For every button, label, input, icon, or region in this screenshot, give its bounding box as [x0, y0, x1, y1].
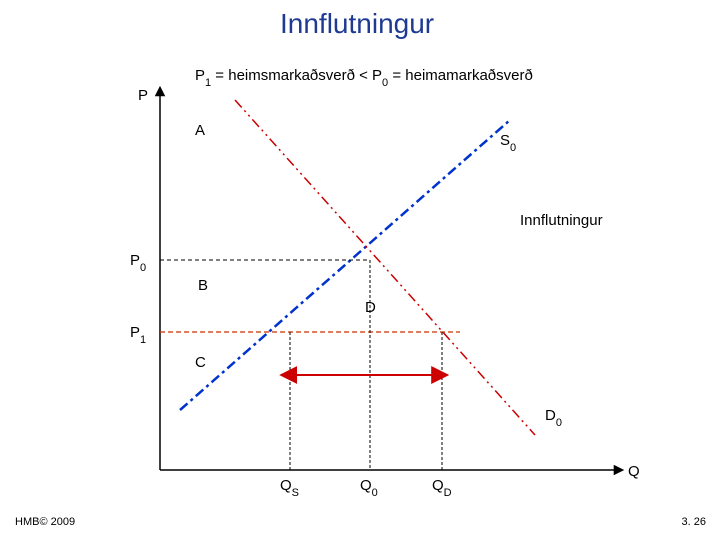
demand-curve — [235, 100, 535, 435]
p0-label: P0 — [130, 252, 146, 274]
q0-line-label: Q0 — [360, 477, 378, 499]
point-label-a: A — [195, 122, 205, 139]
point-label-d: D — [365, 299, 376, 316]
point-label-c: C — [195, 354, 206, 371]
qs-line-label: QS — [280, 477, 299, 499]
equation-label: P1 = heimsmarkaðsverð < P0 = heimamarkað… — [195, 67, 533, 89]
supply-label: S0 — [500, 132, 516, 154]
innflutningur-label: Innflutningur — [520, 212, 603, 229]
demand-label: D0 — [545, 407, 562, 429]
point-label-b: B — [198, 277, 208, 294]
supply-curve — [180, 120, 510, 410]
slide-number: 3. 26 — [682, 516, 706, 528]
qd-line-label: QD — [432, 477, 452, 499]
axis-label-p: P — [138, 87, 148, 104]
p1-label: P1 — [130, 324, 146, 346]
copyright-label: HMB© 2009 — [15, 516, 75, 528]
supply-demand-diagram: P Q P1 = heimsmarkaðsverð < P0 = heimamark… — [0, 0, 720, 540]
page-title: Innflutningur — [280, 8, 434, 40]
axis-label-q: Q — [628, 463, 640, 480]
